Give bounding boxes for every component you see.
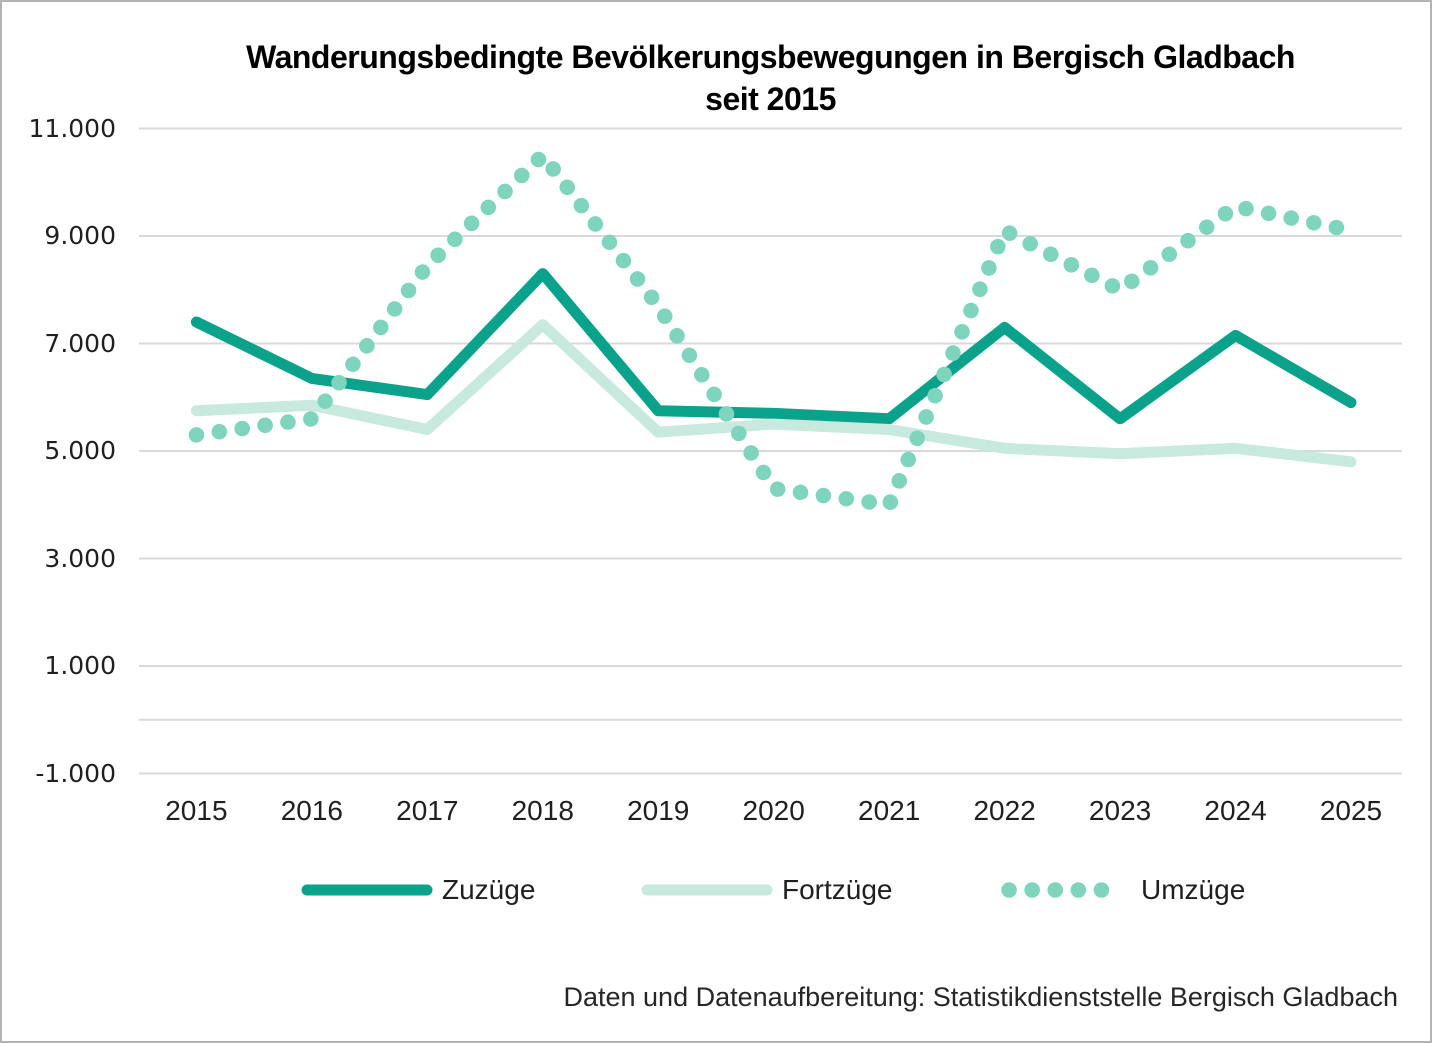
legend-item-fortzuege: Fortzüge <box>641 874 893 906</box>
legend-swatch-umzuege-dotted-line-icon <box>1001 882 1132 898</box>
chart-title: Wanderungsbedingte Bevölkerungsbewegunge… <box>139 36 1402 120</box>
series-line-umzuege <box>188 147 1359 513</box>
x-tick-label-2015: 2015 <box>165 795 228 826</box>
legend-item-umzuege: Umzüge <box>1000 874 1245 906</box>
legend-label-zuzuege: Zuzüge <box>442 874 536 905</box>
y-tick-label-5000: 5.000 <box>44 436 116 465</box>
x-tick-label-2020: 2020 <box>742 795 805 826</box>
x-tick-label-2016: 2016 <box>280 795 343 826</box>
x-tick-label-2022: 2022 <box>973 795 1036 826</box>
legend-label-fortzuege: Fortzüge <box>782 874 893 905</box>
x-tick-label-2021: 2021 <box>858 795 921 826</box>
chart-title-line2: seit 2015 <box>705 81 836 117</box>
x-tick-label-2024: 2024 <box>1204 795 1267 826</box>
y-tick-label-1000: 1.000 <box>44 651 116 680</box>
legend-label-umzuege: Umzüge <box>1141 874 1246 905</box>
x-tick-label-2023: 2023 <box>1088 795 1152 826</box>
y-tick-label--1000: -1.000 <box>35 758 116 788</box>
series-line-zuzuege <box>190 268 1357 425</box>
series-line-fortzuege <box>190 319 1357 468</box>
legend-swatch-fortzuege-line-icon <box>641 884 773 896</box>
source-note: Daten und Datenaufbereitung: Statistikdi… <box>563 982 1398 1012</box>
x-tick-label-2025: 2025 <box>1319 795 1383 826</box>
x-tick-label-2019: 2019 <box>627 795 690 826</box>
y-tick-label-9000: 9.000 <box>44 221 116 250</box>
y-tick-label-7000: 7.000 <box>44 328 116 358</box>
legend-swatch-zuzuege-line-icon <box>301 884 433 896</box>
x-tick-label-2018: 2018 <box>511 795 574 826</box>
legend-item-zuzuege: Zuzüge <box>301 874 535 906</box>
chart-title-line1: Wanderungsbedingte Bevölkerungsbewegunge… <box>246 39 1295 75</box>
x-tick-label-2017: 2017 <box>396 795 459 826</box>
y-tick-label-11000: 11.000 <box>28 113 116 143</box>
y-tick-label-3000: 3.000 <box>44 543 116 573</box>
